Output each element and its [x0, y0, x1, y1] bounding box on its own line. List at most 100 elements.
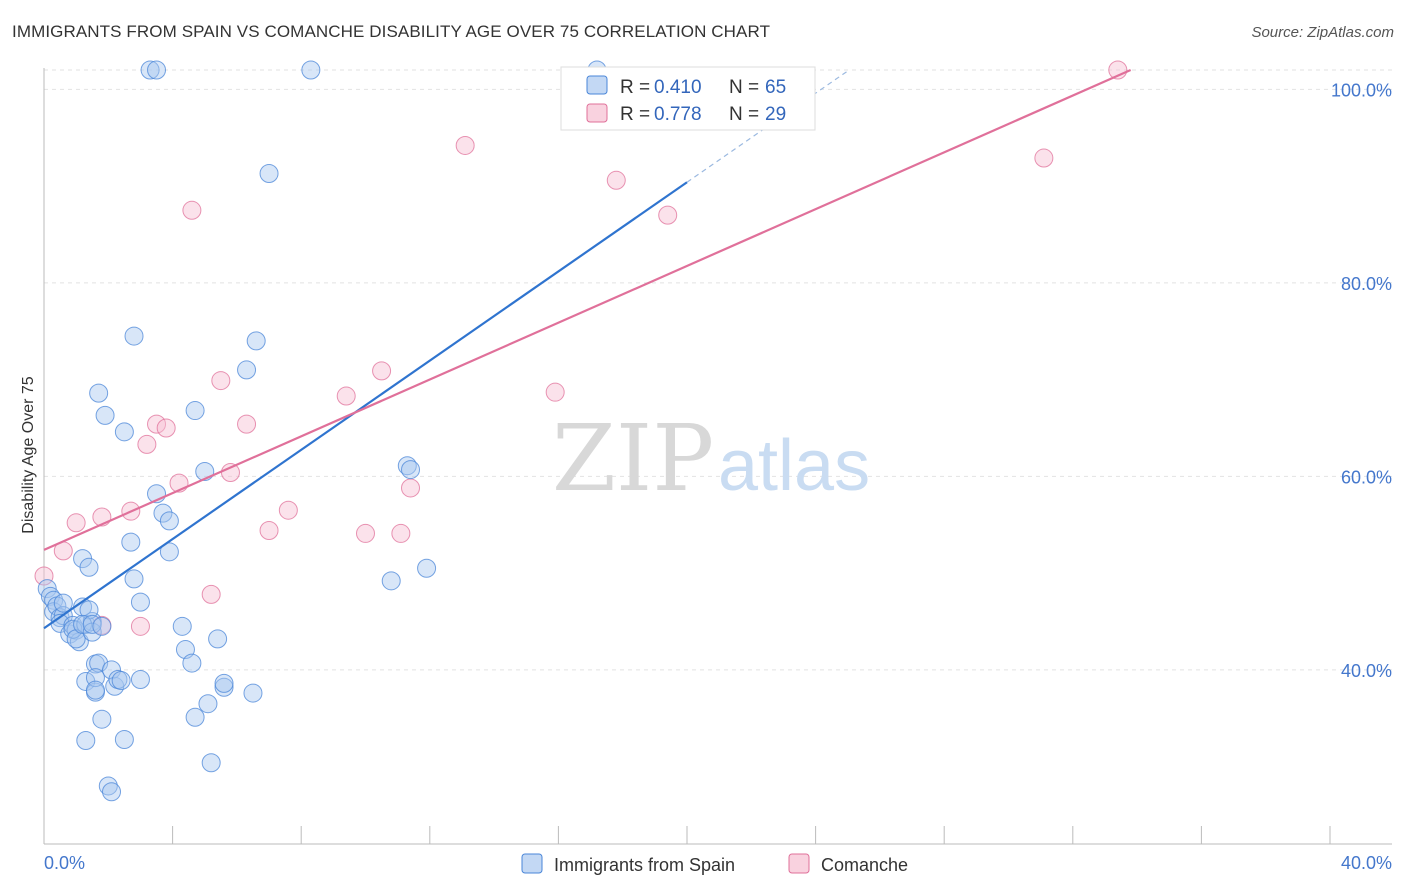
point-pink [401, 478, 421, 498]
point-pink [182, 200, 202, 220]
watermark-zip: ZIP [552, 405, 714, 512]
point-blue [102, 782, 122, 802]
trend-line-blue-extension [686, 70, 849, 183]
point-blue [214, 673, 234, 693]
legend-n-label-pink: N = [729, 104, 759, 125]
trend-line-pink [43, 68, 1132, 551]
point-blue [79, 600, 99, 620]
point-pink [455, 135, 475, 155]
legend-swatch-pink [586, 103, 608, 123]
point-pink [201, 584, 221, 604]
x-tick-label-min: 0.0% [44, 853, 85, 873]
y-tick-label: 80.0% [1341, 274, 1392, 294]
y-tick-label: 100.0% [1331, 80, 1392, 100]
point-blue [92, 616, 112, 636]
legend-r-value-blue: 0.410 [654, 77, 702, 98]
point-pink [34, 566, 54, 586]
x-tick-label-max: 40.0% [1341, 853, 1392, 873]
point-blue [172, 616, 192, 636]
point-blue [153, 503, 173, 523]
source-credit: Source: ZipAtlas.com [1251, 24, 1394, 41]
point-pink [147, 414, 167, 434]
point-blue [98, 776, 118, 796]
point-blue [237, 360, 257, 380]
point-blue [208, 629, 228, 649]
point-blue [185, 707, 205, 727]
legend-swatch-blue [586, 75, 608, 95]
point-pink [356, 523, 375, 543]
point-blue [76, 730, 96, 750]
point-blue [73, 614, 93, 634]
point-blue [82, 622, 102, 642]
point-blue [246, 331, 266, 351]
point-blue [381, 571, 401, 591]
point-blue [124, 326, 144, 346]
point-blue [114, 730, 134, 750]
point-blue [214, 677, 234, 697]
y-tick-labels: 40.0% 60.0% 80.0% 100.0% [1331, 80, 1392, 681]
point-blue [259, 164, 279, 184]
axes [43, 68, 1392, 845]
point-blue [140, 60, 160, 80]
bottom-legend-label-pink: Comanche [821, 855, 908, 875]
trend-lines [43, 68, 1132, 630]
point-blue [89, 383, 109, 403]
legend: R = 0.410 N = 65 R = 0.778 N = 29 [560, 66, 816, 131]
bottom-legend-label-blue: Immigrants from Spain [554, 855, 735, 875]
point-pink [156, 418, 176, 438]
point-blue [37, 579, 57, 599]
watermark-atlas: atlas [718, 426, 870, 506]
point-blue [243, 683, 263, 703]
legend-r-label-pink: R = [620, 104, 650, 125]
point-pink [211, 371, 231, 391]
point-pink [606, 170, 626, 190]
trend-line-blue [43, 181, 688, 630]
point-pink [220, 462, 240, 482]
y-axis-title: Disability Age Over 75 [20, 376, 37, 534]
point-pink [336, 386, 356, 406]
point-pink [391, 523, 411, 543]
y-tick-label: 40.0% [1341, 661, 1392, 681]
point-pink [278, 500, 298, 520]
point-pink [66, 513, 86, 533]
point-pink [130, 616, 150, 636]
point-pink [658, 205, 678, 225]
point-blue [147, 60, 167, 80]
point-blue [159, 542, 179, 562]
bottom-legend-swatch-blue [521, 853, 543, 874]
point-blue [53, 593, 73, 613]
point-blue [185, 401, 205, 421]
legend-n-value-pink: 29 [765, 104, 786, 125]
y-tick-label: 60.0% [1341, 467, 1392, 487]
chart-title: IMMIGRANTS FROM SPAIN VS COMANCHE DISABI… [12, 22, 771, 41]
point-blue [92, 709, 112, 729]
series-immigrants-from-spain [37, 60, 607, 802]
point-blue [114, 422, 134, 442]
point-blue [85, 680, 105, 700]
point-blue [130, 592, 150, 612]
point-blue [111, 670, 131, 690]
point-pink [237, 414, 257, 434]
point-blue [397, 456, 417, 476]
point-blue [159, 511, 179, 531]
bottom-legend-swatch-pink [788, 853, 810, 874]
point-pink [259, 521, 279, 541]
point-blue [95, 405, 115, 425]
point-blue [82, 614, 102, 634]
point-blue [182, 653, 202, 673]
legend-n-value-blue: 65 [765, 77, 786, 98]
point-pink [372, 361, 392, 381]
legend-r-label-blue: R = [620, 77, 650, 98]
point-blue [66, 629, 86, 649]
point-blue [121, 532, 141, 552]
point-pink [1034, 148, 1054, 168]
point-pink [137, 434, 157, 454]
point-blue [198, 694, 218, 714]
series-comanche [34, 60, 1128, 636]
point-blue [401, 460, 421, 480]
point-blue [124, 569, 144, 589]
point-blue [102, 660, 122, 680]
legend-n-label-blue: N = [729, 77, 759, 98]
bottom-legend: Immigrants from Spain Comanche [521, 853, 908, 875]
